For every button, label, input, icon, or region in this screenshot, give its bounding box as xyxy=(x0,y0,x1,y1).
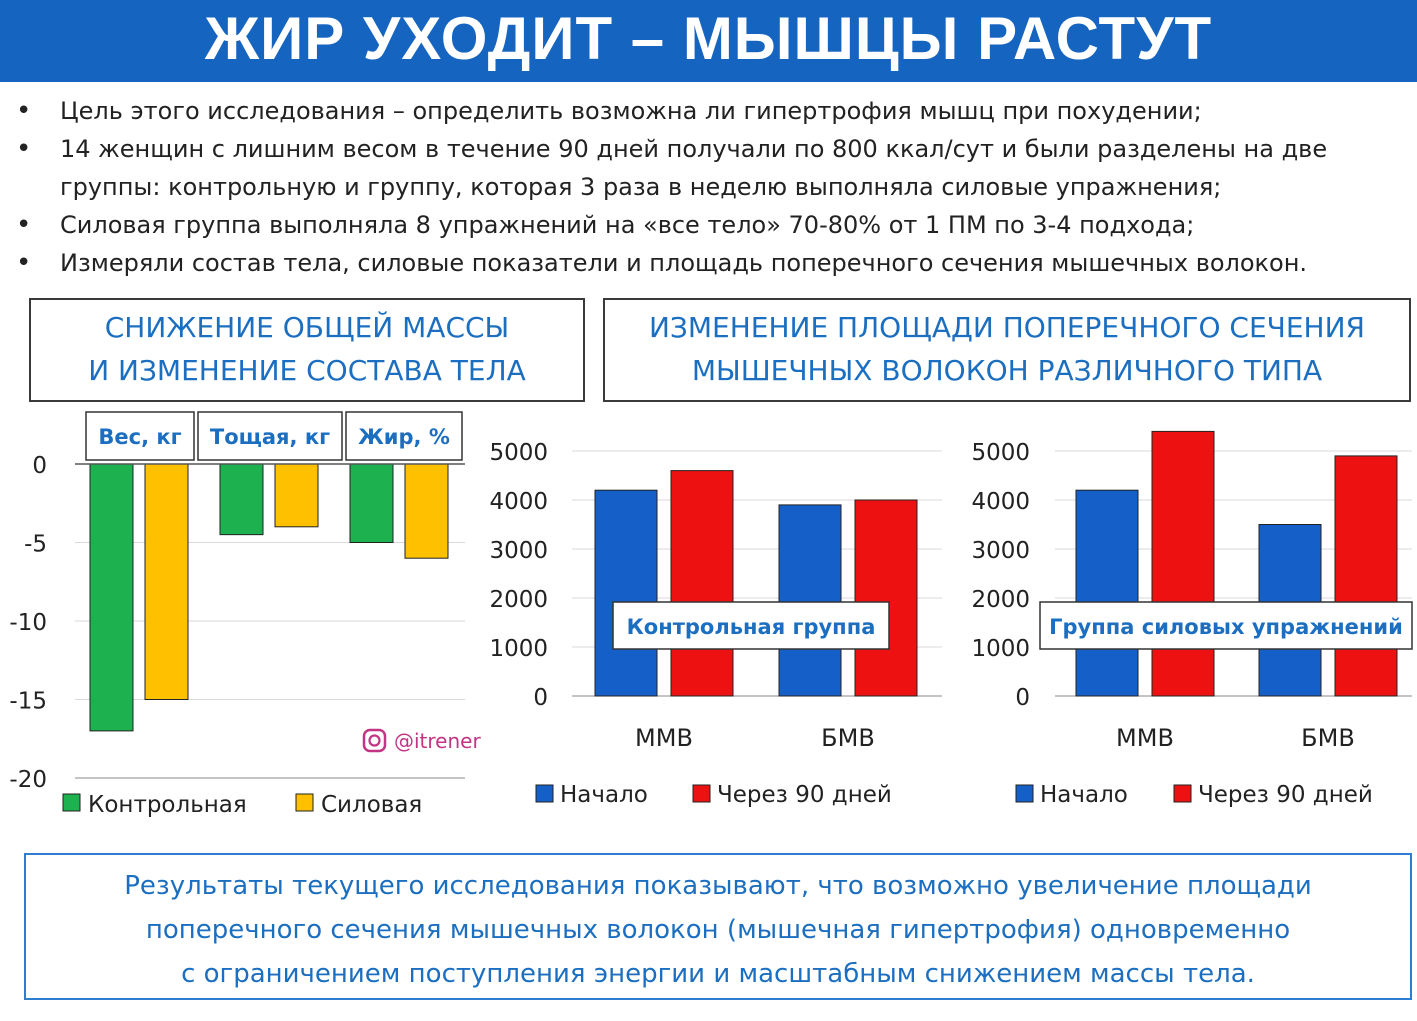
bar-after-90-days xyxy=(670,470,734,697)
category-label-box xyxy=(345,411,463,461)
bar-control xyxy=(219,463,264,536)
y-tick-label: 1000 xyxy=(971,636,1030,662)
study-description-list: Цель этого исследования – определить воз… xyxy=(14,92,1414,282)
bar-strength xyxy=(404,463,449,559)
category-label-box xyxy=(85,411,195,461)
conclusion-box: Результаты текущего исследования показыв… xyxy=(24,853,1412,1000)
bullet-item: Силовая группа выполняла 8 упражнений на… xyxy=(14,206,1414,244)
legend-swatch xyxy=(295,793,314,812)
conclusion-line: Результаты текущего исследования показыв… xyxy=(124,871,1312,901)
legend-swatch xyxy=(535,784,554,803)
y-tick-label: -5 xyxy=(24,532,47,558)
x-tick-label: БМВ xyxy=(821,724,875,752)
legend-swatch xyxy=(62,793,81,812)
bar-start xyxy=(778,504,842,697)
panel-title-line: И ИЗМЕНЕНИЕ СОСТАВА ТЕЛА xyxy=(88,354,526,387)
legend-label: Через 90 дней xyxy=(1198,782,1373,808)
legend-label: Контрольная xyxy=(88,792,247,818)
legend-label: Начало xyxy=(560,782,648,808)
group-label: Контрольная группа xyxy=(627,615,876,639)
watermark-handle: @itrener xyxy=(394,729,481,753)
legend-swatch xyxy=(1173,784,1192,803)
page-title: ЖИР УХОДИТ – МЫШЦЫ РАСТУТ xyxy=(0,0,1417,82)
fiber-area-panel-title: ИЗМЕНЕНИЕ ПЛОЩАДИ ПОПЕРЕЧНОГО СЕЧЕНИЯ МЫ… xyxy=(603,298,1411,402)
legend-label: Силовая xyxy=(321,792,422,818)
y-tick-label: -10 xyxy=(9,610,47,636)
category-label: Тощая, кг xyxy=(210,425,330,449)
bar-control xyxy=(349,463,394,543)
y-tick-label: 5000 xyxy=(971,440,1030,466)
legend-label: Через 90 дней xyxy=(717,782,892,808)
y-tick-label: 2000 xyxy=(971,587,1030,613)
y-tick-label: 3000 xyxy=(971,538,1030,564)
y-tick-label: 1000 xyxy=(489,636,548,662)
category-label: Вес, кг xyxy=(98,425,181,449)
category-label: Жир, % xyxy=(358,425,450,449)
y-tick-label: 2000 xyxy=(489,587,548,613)
bar-start xyxy=(1075,489,1139,697)
bullet-item: Измеряли состав тела, силовые показатели… xyxy=(14,244,1414,282)
x-tick-label: ММВ xyxy=(635,724,693,752)
conclusion-line: поперечного сечения мышечных волокон (мы… xyxy=(145,915,1291,945)
y-tick-label: 0 xyxy=(32,453,47,479)
y-tick-label: 4000 xyxy=(489,489,548,515)
group-label-box xyxy=(612,601,890,650)
group-label: Группа силовых упражнений xyxy=(1049,615,1403,639)
y-tick-label: 0 xyxy=(1015,685,1030,711)
bar-after-90-days xyxy=(1151,430,1215,697)
bar-after-90-days xyxy=(854,499,918,697)
panel-title-line: МЫШЕЧНЫХ ВОЛОКОН РАЗЛИЧНОГО ТИПА xyxy=(691,354,1323,387)
y-tick-label: 5000 xyxy=(489,440,548,466)
bullet-item: 14 женщин с лишним весом в течение 90 дн… xyxy=(14,130,1414,206)
y-tick-label: -20 xyxy=(9,767,47,793)
panel-title-line: СНИЖЕНИЕ ОБЩЕЙ МАССЫ xyxy=(104,311,510,344)
legend-swatch xyxy=(692,784,711,803)
bar-start xyxy=(594,489,658,697)
x-tick-label: ММВ xyxy=(1116,724,1174,752)
bar-strength xyxy=(274,463,319,528)
bar-after-90-days xyxy=(1334,455,1398,697)
legend-swatch xyxy=(1015,784,1034,803)
conclusion-line: с ограничением поступления энергии и мас… xyxy=(181,959,1255,989)
panel-title-line: ИЗМЕНЕНИЕ ПЛОЩАДИ ПОПЕРЕЧНОГО СЕЧЕНИЯ xyxy=(648,311,1366,344)
y-tick-label: 0 xyxy=(533,685,548,711)
y-tick-label: -15 xyxy=(9,689,47,715)
x-tick-label: БМВ xyxy=(1301,724,1355,752)
y-tick-label: 3000 xyxy=(489,538,548,564)
instagram-icon-lens xyxy=(368,734,381,747)
body-composition-panel-title: СНИЖЕНИЕ ОБЩЕЙ МАССЫ И ИЗМЕНЕНИЕ СОСТАВА… xyxy=(29,298,585,402)
bar-control xyxy=(89,463,134,732)
y-tick-label: 4000 xyxy=(971,489,1030,515)
category-label-box xyxy=(197,411,343,461)
group-label-box xyxy=(1039,601,1413,650)
instagram-icon xyxy=(362,728,387,753)
legend-label: Начало xyxy=(1040,782,1128,808)
bar-strength xyxy=(144,463,189,700)
bullet-item: Цель этого исследования – определить воз… xyxy=(14,92,1414,130)
